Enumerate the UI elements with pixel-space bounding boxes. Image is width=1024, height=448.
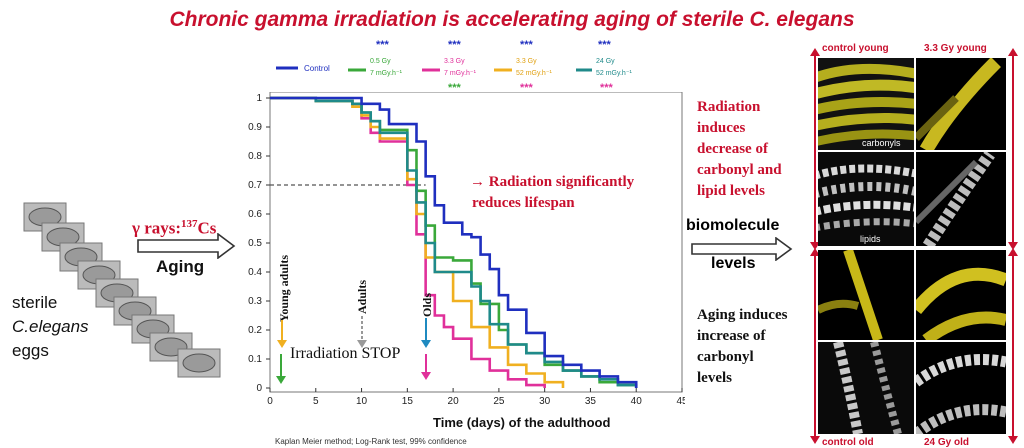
chart-legend: *** *** *** *** Control 0.5 Gy 7 mGy.h⁻¹…	[276, 39, 633, 94]
x-tick-label: 45	[676, 396, 685, 407]
legend-label-33gy-52-line2: 52 mGy.h⁻¹	[516, 70, 553, 77]
micrograph-control-young-lipid: lipids	[818, 152, 914, 246]
olds-arrowhead-pink-icon	[421, 372, 431, 380]
eggs-label-line1: sterile	[12, 293, 58, 312]
legend-label-control: Control	[304, 64, 330, 73]
legend-label-33gy-7-line2: 7 mGy.h⁻¹	[444, 70, 477, 77]
x-tick-label: 10	[356, 396, 368, 407]
radiation-effect-line4: carbonyl and	[697, 162, 782, 178]
aging-effect-line4: levels	[697, 370, 732, 386]
y-tick-label: 1	[256, 93, 262, 104]
legend-label-24gy-line1: 24 Gy	[596, 58, 615, 65]
y-tick-label: 0.6	[248, 209, 262, 220]
finding-line2: reduces lifespan	[472, 195, 575, 211]
y-tick-label: 0.3	[248, 296, 262, 307]
footnote: Kaplan Meier method; Log-Rank test, 99% …	[275, 437, 467, 446]
micrograph-24gy-old-carbonyl	[916, 250, 1006, 340]
x-tick-label: 35	[585, 396, 597, 407]
biomolecule-levels-label: levels	[711, 255, 756, 272]
egg-card-9	[177, 348, 221, 378]
y-tick-label: 0.2	[248, 325, 262, 336]
radiation-effect-line5: lipid levels	[697, 183, 765, 199]
poster-title: Chronic gamma irradiation is acceleratin…	[169, 8, 855, 31]
panel-label-control-old: control old	[822, 437, 874, 448]
red-bracket-right	[1008, 48, 1018, 444]
micrograph-control-young-carbonyl: carbonyls	[818, 58, 914, 150]
x-tick-label: 25	[493, 396, 505, 407]
adults-arrowhead-icon	[357, 340, 367, 348]
x-tick-label: 0	[267, 396, 273, 407]
eggs-label-line3: eggs	[12, 341, 49, 360]
eggs-label-line2: C.elegans	[12, 317, 89, 336]
sig-control-b: ***	[448, 39, 462, 51]
micrograph-33gy-young-carbonyl	[916, 58, 1006, 150]
chart-plot-frame	[269, 92, 683, 393]
chart-x-axis-label: Time (days) of the adulthood	[433, 415, 610, 430]
survival-chart: 0 5 10 15 20 25 30 35 40 45 0 0.1 0.2 0.3 0.4 0.5 0.6 0.7…	[248, 92, 685, 430]
micrograph-control-old-carbonyl	[818, 250, 914, 340]
y-tick-label: 0.9	[248, 122, 262, 133]
y-tick-label: 0.8	[248, 151, 262, 162]
olds-arrowhead-blue-icon	[421, 340, 431, 348]
y-tick-label: 0.7	[248, 180, 262, 191]
sig-33gy-7: ***	[520, 82, 534, 94]
gamma-isotope-mass: 137	[181, 218, 198, 230]
radiation-effect-text: Radiation induces decrease of carbonyl a…	[697, 97, 809, 202]
panel-label-control-young: control young	[822, 43, 889, 54]
legend-label-24gy-line2: 52 mGy.h⁻¹	[596, 70, 633, 77]
aging-label: Aging	[156, 257, 205, 276]
gamma-source-label: γ rays:137Cs	[132, 218, 216, 239]
micrograph-33gy-young-lipid	[916, 152, 1006, 246]
sig-24gy: ***	[600, 82, 614, 94]
sig-05gy: ***	[448, 82, 462, 94]
x-tick-label: 5	[313, 396, 319, 407]
young-adults-arrowhead-orange-icon	[277, 340, 287, 348]
finding-text: → Radiation significantly reduces lifesp…	[470, 172, 634, 214]
survival-curve-0	[270, 96, 638, 388]
eggs-label: sterile C.elegans eggs	[12, 291, 89, 363]
eggs-image-stack	[23, 202, 221, 378]
annotation-adults: Adults	[355, 280, 369, 314]
sig-control-c: ***	[520, 39, 534, 51]
x-tick-label: 20	[448, 396, 460, 407]
aging-effect-line2: increase of	[697, 328, 766, 344]
young-adults-arrowhead-green-icon	[276, 376, 286, 384]
y-tick-label: 0.4	[248, 267, 262, 278]
sig-control-d: ***	[598, 39, 612, 51]
y-tick-label: 0.1	[248, 354, 262, 365]
biomolecule-label: biomolecule	[686, 217, 780, 234]
micrograph-24gy-old-lipid	[916, 342, 1006, 434]
radiation-effect-line2: induces	[697, 120, 746, 136]
aging-effect-text: Aging induces increase of carbonyl level…	[697, 305, 809, 389]
y-tick-label: 0.5	[248, 238, 262, 249]
sig-control-a: ***	[376, 39, 390, 51]
panel-inset-lipids: lipids	[860, 234, 881, 244]
gamma-element: Cs	[197, 218, 217, 238]
x-tick-label: 40	[631, 396, 643, 407]
finding-line1: → Radiation significantly	[470, 174, 635, 190]
panel-label-33gy-young: 3.3 Gy young	[924, 43, 987, 54]
legend-label-33gy-52-line1: 3.3 Gy	[516, 58, 537, 65]
gamma-prefix: γ rays:	[132, 218, 182, 238]
legend-label-05gy-line2: 7 mGy.h⁻¹	[370, 70, 403, 77]
legend-label-33gy-7-line1: 3.3 Gy	[444, 58, 465, 65]
aging-arrow-icon	[137, 233, 236, 259]
radiation-effect-line3: decrease of	[697, 141, 768, 157]
y-tick-label: 0	[256, 383, 262, 394]
annotation-olds: Olds	[420, 293, 434, 317]
panel-label-24gy-old: 24 Gy old	[924, 437, 970, 448]
aging-effect-line3: carbonyl	[697, 349, 754, 365]
micrograph-control-old-lipid	[818, 342, 914, 434]
legend-label-05gy-line1: 0.5 Gy	[370, 58, 391, 65]
radiation-effect-line1: Radiation	[697, 99, 761, 115]
annotation-young-adults: Young adults	[277, 255, 291, 322]
red-bracket-left	[810, 48, 820, 444]
panel-inset-carbonyls: carbonyls	[862, 138, 901, 148]
aging-effect-line1: Aging induces	[697, 307, 788, 323]
biomolecule-arrow-icon	[691, 237, 793, 261]
annotation-irradiation-stop: Irradiation STOP	[290, 345, 400, 362]
x-tick-label: 30	[539, 396, 551, 407]
x-tick-label: 15	[402, 396, 414, 407]
